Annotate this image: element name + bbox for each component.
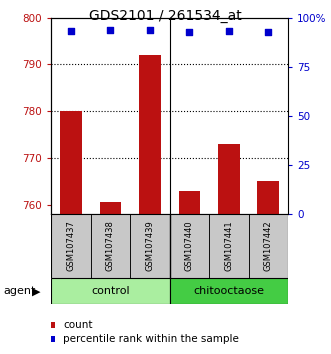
Bar — [100, 202, 121, 214]
Bar — [258, 182, 279, 214]
Bar — [169, 278, 288, 304]
Bar — [51, 214, 91, 278]
Text: percentile rank within the sample: percentile rank within the sample — [63, 334, 239, 344]
Bar — [130, 214, 169, 278]
Bar — [60, 111, 82, 214]
Point — [226, 29, 231, 34]
Bar — [139, 55, 161, 214]
Bar — [249, 214, 288, 278]
Bar — [51, 278, 169, 304]
Text: GSM107439: GSM107439 — [145, 221, 155, 272]
Text: GSM107440: GSM107440 — [185, 221, 194, 272]
Bar — [218, 144, 240, 214]
Text: GDS2101 / 261534_at: GDS2101 / 261534_at — [89, 9, 242, 23]
Text: count: count — [63, 320, 92, 330]
Text: chitooctaose: chitooctaose — [193, 286, 264, 296]
Point — [69, 29, 74, 34]
Text: control: control — [91, 286, 130, 296]
Point — [147, 28, 153, 33]
Text: ▶: ▶ — [32, 286, 41, 296]
Point — [187, 30, 192, 35]
Bar — [178, 191, 200, 214]
Point — [265, 30, 271, 35]
Text: GSM107442: GSM107442 — [264, 221, 273, 272]
Text: GSM107437: GSM107437 — [67, 221, 75, 272]
Bar — [169, 214, 209, 278]
Bar — [209, 214, 249, 278]
Text: agent: agent — [3, 286, 36, 296]
Bar — [91, 214, 130, 278]
Point — [108, 28, 113, 33]
Text: GSM107438: GSM107438 — [106, 221, 115, 272]
Text: GSM107441: GSM107441 — [224, 221, 233, 272]
